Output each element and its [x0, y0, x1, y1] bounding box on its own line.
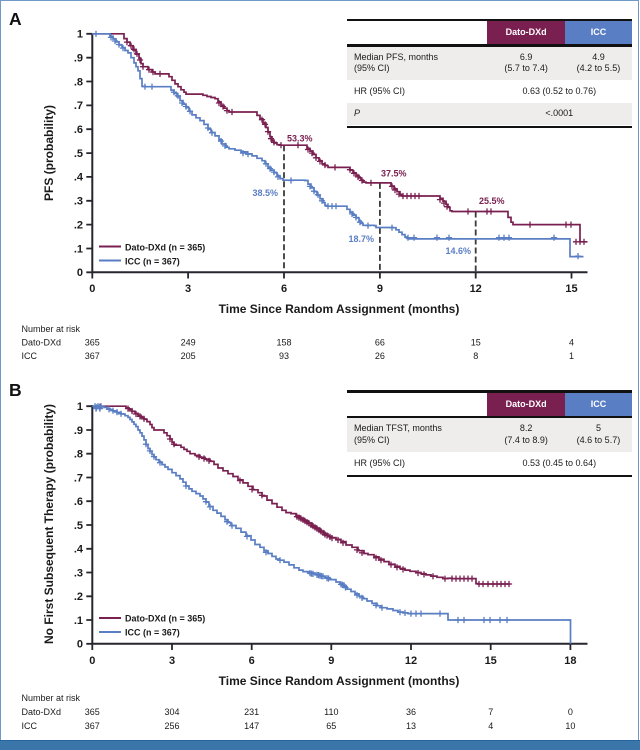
svg-text:0: 0: [77, 267, 83, 279]
svg-text:37.5%: 37.5%: [381, 169, 407, 179]
svg-text:Dato-DXd: Dato-DXd: [22, 338, 62, 348]
svg-text:Dato-DXd (n = 365): Dato-DXd (n = 365): [125, 243, 205, 253]
svg-text:Time Since Random Assignment (: Time Since Random Assignment (months): [219, 674, 460, 688]
svg-text:10: 10: [565, 721, 575, 731]
svg-text:158: 158: [276, 338, 291, 348]
svg-text:205: 205: [181, 351, 196, 361]
svg-text:.3: .3: [74, 196, 83, 208]
svg-text:12: 12: [405, 655, 417, 667]
svg-text:256: 256: [164, 721, 179, 731]
svg-text:14.6%: 14.6%: [445, 246, 471, 256]
svg-text:304: 304: [164, 707, 179, 717]
svg-text:.6: .6: [74, 124, 83, 136]
svg-text:65: 65: [326, 721, 336, 731]
svg-text:147: 147: [244, 721, 259, 731]
svg-text:.8: .8: [74, 449, 83, 461]
svg-text:ICC: ICC: [22, 351, 38, 361]
svg-text:15: 15: [471, 338, 481, 348]
svg-text:93: 93: [279, 351, 289, 361]
svg-text:13: 13: [406, 721, 416, 731]
svg-text:18: 18: [564, 655, 576, 667]
svg-text:4: 4: [569, 338, 574, 348]
svg-text:Dato-DXd: Dato-DXd: [22, 707, 62, 717]
svg-text:Time Since Random Assignment (: Time Since Random Assignment (months): [219, 302, 460, 316]
svg-text:.7: .7: [74, 100, 83, 112]
svg-text:9: 9: [377, 283, 383, 295]
svg-text:.9: .9: [74, 425, 83, 437]
svg-text:6: 6: [249, 655, 255, 667]
svg-text:18.7%: 18.7%: [348, 234, 374, 244]
svg-text:4: 4: [488, 721, 493, 731]
svg-text:365: 365: [85, 707, 100, 717]
svg-text:1: 1: [569, 351, 574, 361]
svg-text:Number at risk: Number at risk: [22, 693, 81, 703]
svg-text:110: 110: [324, 707, 338, 717]
svg-text:0: 0: [89, 655, 95, 667]
svg-text:12: 12: [470, 283, 482, 295]
svg-text:367: 367: [85, 351, 100, 361]
svg-text:9: 9: [328, 655, 334, 667]
svg-text:.1: .1: [74, 615, 83, 627]
svg-text:.7: .7: [74, 472, 83, 484]
svg-text:.2: .2: [74, 591, 83, 603]
svg-text:38.5%: 38.5%: [252, 188, 278, 198]
svg-text:.2: .2: [74, 219, 83, 231]
svg-text:1: 1: [77, 29, 83, 41]
svg-text:.3: .3: [74, 567, 83, 579]
svg-text:249: 249: [181, 338, 196, 348]
svg-text:ICC (n = 367): ICC (n = 367): [125, 628, 180, 638]
svg-text:3: 3: [185, 283, 191, 295]
svg-text:3: 3: [169, 655, 175, 667]
svg-text:231: 231: [244, 707, 259, 717]
svg-text:7: 7: [488, 707, 493, 717]
svg-text:.8: .8: [74, 76, 83, 88]
svg-text:.5: .5: [74, 148, 83, 160]
svg-text:15: 15: [565, 283, 577, 295]
svg-text:.5: .5: [74, 520, 83, 532]
svg-text:53.3%: 53.3%: [287, 134, 313, 144]
svg-text:0: 0: [77, 639, 83, 651]
svg-text:No First Subsequent Therapy (p: No First Subsequent Therapy (probability…: [42, 404, 56, 644]
svg-text:ICC (n = 367): ICC (n = 367): [125, 257, 180, 267]
svg-text:.4: .4: [74, 172, 84, 184]
svg-text:.1: .1: [74, 243, 83, 255]
svg-text:ICC: ICC: [22, 721, 38, 731]
svg-text:Number at risk: Number at risk: [22, 324, 81, 334]
svg-text:66: 66: [375, 338, 385, 348]
svg-text:26: 26: [375, 351, 385, 361]
svg-text:.9: .9: [74, 53, 83, 65]
svg-text:8: 8: [473, 351, 478, 361]
svg-text:.6: .6: [74, 496, 83, 508]
svg-text:PFS (probability): PFS (probability): [42, 105, 56, 201]
svg-text:0: 0: [89, 283, 95, 295]
svg-text:36: 36: [406, 707, 416, 717]
svg-text:0: 0: [568, 707, 573, 717]
svg-text:365: 365: [85, 338, 100, 348]
svg-text:15: 15: [485, 655, 497, 667]
svg-text:6: 6: [281, 283, 287, 295]
svg-text:1: 1: [77, 401, 83, 413]
svg-text:Dato-DXd (n = 365): Dato-DXd (n = 365): [125, 614, 205, 624]
svg-text:.4: .4: [74, 544, 84, 556]
svg-text:25.5%: 25.5%: [479, 196, 505, 206]
svg-text:367: 367: [85, 721, 100, 731]
